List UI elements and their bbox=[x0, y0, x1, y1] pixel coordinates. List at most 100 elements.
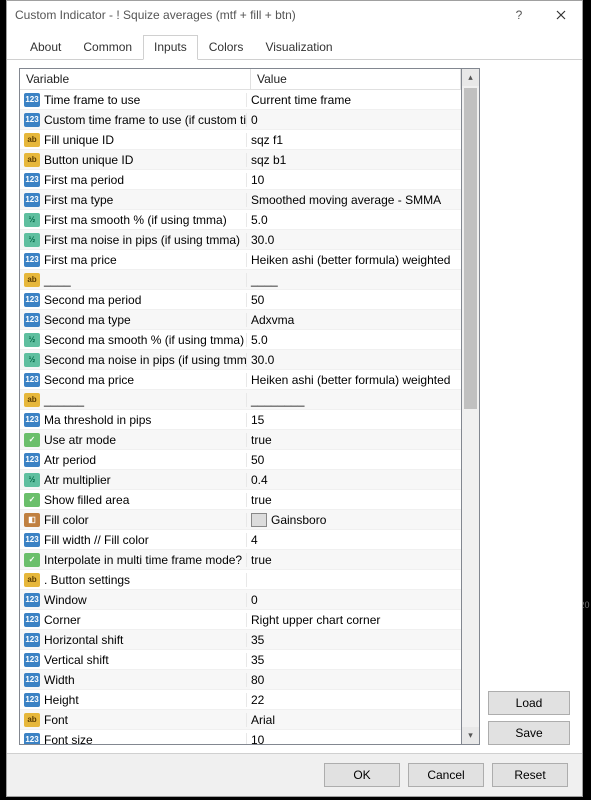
table-row[interactable]: 123Second ma typeAdxvma bbox=[20, 310, 461, 330]
save-button[interactable]: Save bbox=[488, 721, 570, 745]
variable-label: ____ bbox=[44, 273, 71, 287]
value-label: 10 bbox=[251, 173, 264, 187]
vertical-scrollbar[interactable]: ▴ ▾ bbox=[462, 68, 480, 745]
table-row[interactable]: 123CornerRight upper chart corner bbox=[20, 610, 461, 630]
value-cell[interactable]: Heiken ashi (better formula) weighted bbox=[247, 253, 461, 267]
table-row[interactable]: ½Second ma noise in pips (if using tmma)… bbox=[20, 350, 461, 370]
int-type-icon: 123 bbox=[24, 533, 40, 547]
int-type-icon: 123 bbox=[24, 693, 40, 707]
value-cell[interactable]: 5.0 bbox=[247, 213, 461, 227]
value-cell[interactable]: Smoothed moving average - SMMA bbox=[247, 193, 461, 207]
value-cell[interactable]: 5.0 bbox=[247, 333, 461, 347]
value-cell[interactable]: 10 bbox=[247, 733, 461, 745]
value-cell[interactable]: 30.0 bbox=[247, 233, 461, 247]
table-row[interactable]: ◧Fill colorGainsboro bbox=[20, 510, 461, 530]
value-cell[interactable]: Right upper chart corner bbox=[247, 613, 461, 627]
table-row[interactable]: 123Horizontal shift35 bbox=[20, 630, 461, 650]
int-type-icon: 123 bbox=[24, 173, 40, 187]
value-cell[interactable]: ____ bbox=[247, 273, 461, 287]
table-row[interactable]: 123Custom time frame to use (if custom t… bbox=[20, 110, 461, 130]
table-row[interactable]: ab. Button settings bbox=[20, 570, 461, 590]
scroll-track[interactable] bbox=[462, 86, 479, 727]
table-row[interactable]: ab______________ bbox=[20, 390, 461, 410]
table-row[interactable]: 123Vertical shift35 bbox=[20, 650, 461, 670]
str-type-icon: ab bbox=[24, 133, 40, 147]
value-cell[interactable]: 50 bbox=[247, 453, 461, 467]
variable-cell: 123First ma period bbox=[20, 173, 247, 187]
value-cell[interactable]: true bbox=[247, 553, 461, 567]
reset-button[interactable]: Reset bbox=[492, 763, 568, 787]
table-row[interactable]: 123Width80 bbox=[20, 670, 461, 690]
scroll-thumb[interactable] bbox=[464, 88, 477, 409]
table-row[interactable]: 123First ma typeSmoothed moving average … bbox=[20, 190, 461, 210]
table-row[interactable]: 123First ma period 10 bbox=[20, 170, 461, 190]
value-label: 5.0 bbox=[251, 213, 268, 227]
table-row[interactable]: abFill unique IDsqz f1 bbox=[20, 130, 461, 150]
table-row[interactable]: 123Second ma period50 bbox=[20, 290, 461, 310]
value-cell[interactable]: 0 bbox=[247, 593, 461, 607]
value-cell[interactable]: 30.0 bbox=[247, 353, 461, 367]
value-cell[interactable]: true bbox=[247, 433, 461, 447]
table-row[interactable]: 123Ma threshold in pips15 bbox=[20, 410, 461, 430]
value-cell[interactable]: 35 bbox=[247, 633, 461, 647]
value-cell[interactable]: 0.4 bbox=[247, 473, 461, 487]
close-button[interactable] bbox=[540, 1, 582, 29]
tab-about[interactable]: About bbox=[19, 35, 72, 60]
table-row[interactable]: ✓Use atr modetrue bbox=[20, 430, 461, 450]
variable-cell: 123Atr period bbox=[20, 453, 247, 467]
scroll-up-arrow[interactable]: ▴ bbox=[462, 69, 479, 86]
value-cell[interactable]: 15 bbox=[247, 413, 461, 427]
tab-inputs[interactable]: Inputs bbox=[143, 35, 198, 60]
table-row[interactable]: 123Height22 bbox=[20, 690, 461, 710]
tab-visualization[interactable]: Visualization bbox=[254, 35, 343, 60]
table-row[interactable]: ✓Interpolate in multi time frame mode?tr… bbox=[20, 550, 461, 570]
tab-colors[interactable]: Colors bbox=[198, 35, 255, 60]
table-row[interactable]: ab________ bbox=[20, 270, 461, 290]
value-cell[interactable]: sqz b1 bbox=[247, 153, 461, 167]
value-cell[interactable]: 4 bbox=[247, 533, 461, 547]
variable-cell: 123Window bbox=[20, 593, 247, 607]
help-button[interactable]: ? bbox=[498, 1, 540, 29]
table-row[interactable]: ½First ma smooth % (if using tmma)5.0 bbox=[20, 210, 461, 230]
value-cell[interactable]: Gainsboro bbox=[247, 513, 461, 527]
value-cell[interactable]: 50 bbox=[247, 293, 461, 307]
table-row[interactable]: 123Window0 bbox=[20, 590, 461, 610]
table-row[interactable]: ½Atr multiplier0.4 bbox=[20, 470, 461, 490]
variable-label: Button unique ID bbox=[44, 153, 133, 167]
value-cell[interactable]: Adxvma bbox=[247, 313, 461, 327]
table-row[interactable]: 123Font size10 bbox=[20, 730, 461, 744]
value-cell[interactable]: Arial bbox=[247, 713, 461, 727]
value-cell[interactable]: 35 bbox=[247, 653, 461, 667]
table-row[interactable]: 123First ma priceHeiken ashi (better for… bbox=[20, 250, 461, 270]
variable-cell: ½Atr multiplier bbox=[20, 473, 247, 487]
value-cell[interactable]: 10 bbox=[247, 173, 461, 187]
scroll-down-arrow[interactable]: ▾ bbox=[462, 727, 479, 744]
value-cell[interactable]: sqz f1 bbox=[247, 133, 461, 147]
ok-button[interactable]: OK bbox=[324, 763, 400, 787]
variable-cell: 123Font size bbox=[20, 733, 247, 745]
value-cell[interactable]: 0 bbox=[247, 113, 461, 127]
variable-label: First ma noise in pips (if using tmma) bbox=[44, 233, 240, 247]
col-header-value[interactable]: Value bbox=[251, 69, 461, 89]
table-row[interactable]: 123Fill width // Fill color4 bbox=[20, 530, 461, 550]
value-cell[interactable]: 80 bbox=[247, 673, 461, 687]
variable-cell: 123First ma type bbox=[20, 193, 247, 207]
value-cell[interactable]: true bbox=[247, 493, 461, 507]
value-cell[interactable]: Current time frame bbox=[247, 93, 461, 107]
value-cell[interactable]: Heiken ashi (better formula) weighted bbox=[247, 373, 461, 387]
col-header-variable[interactable]: Variable bbox=[20, 69, 251, 89]
table-row[interactable]: ½First ma noise in pips (if using tmma)3… bbox=[20, 230, 461, 250]
table-row[interactable]: ½Second ma smooth % (if using tmma)5.0 bbox=[20, 330, 461, 350]
table-row[interactable]: ✓Show filled areatrue bbox=[20, 490, 461, 510]
cancel-button[interactable]: Cancel bbox=[408, 763, 484, 787]
table-row[interactable]: abButton unique IDsqz b1 bbox=[20, 150, 461, 170]
value-cell[interactable]: 22 bbox=[247, 693, 461, 707]
table-row[interactable]: 123Atr period50 bbox=[20, 450, 461, 470]
table-row[interactable]: 123Second ma priceHeiken ashi (better fo… bbox=[20, 370, 461, 390]
tab-common[interactable]: Common bbox=[72, 35, 143, 60]
int-type-icon: 123 bbox=[24, 113, 40, 127]
table-row[interactable]: 123Time frame to useCurrent time frame bbox=[20, 90, 461, 110]
value-cell[interactable]: ________ bbox=[247, 393, 461, 407]
load-button[interactable]: Load bbox=[488, 691, 570, 715]
table-row[interactable]: abFontArial bbox=[20, 710, 461, 730]
